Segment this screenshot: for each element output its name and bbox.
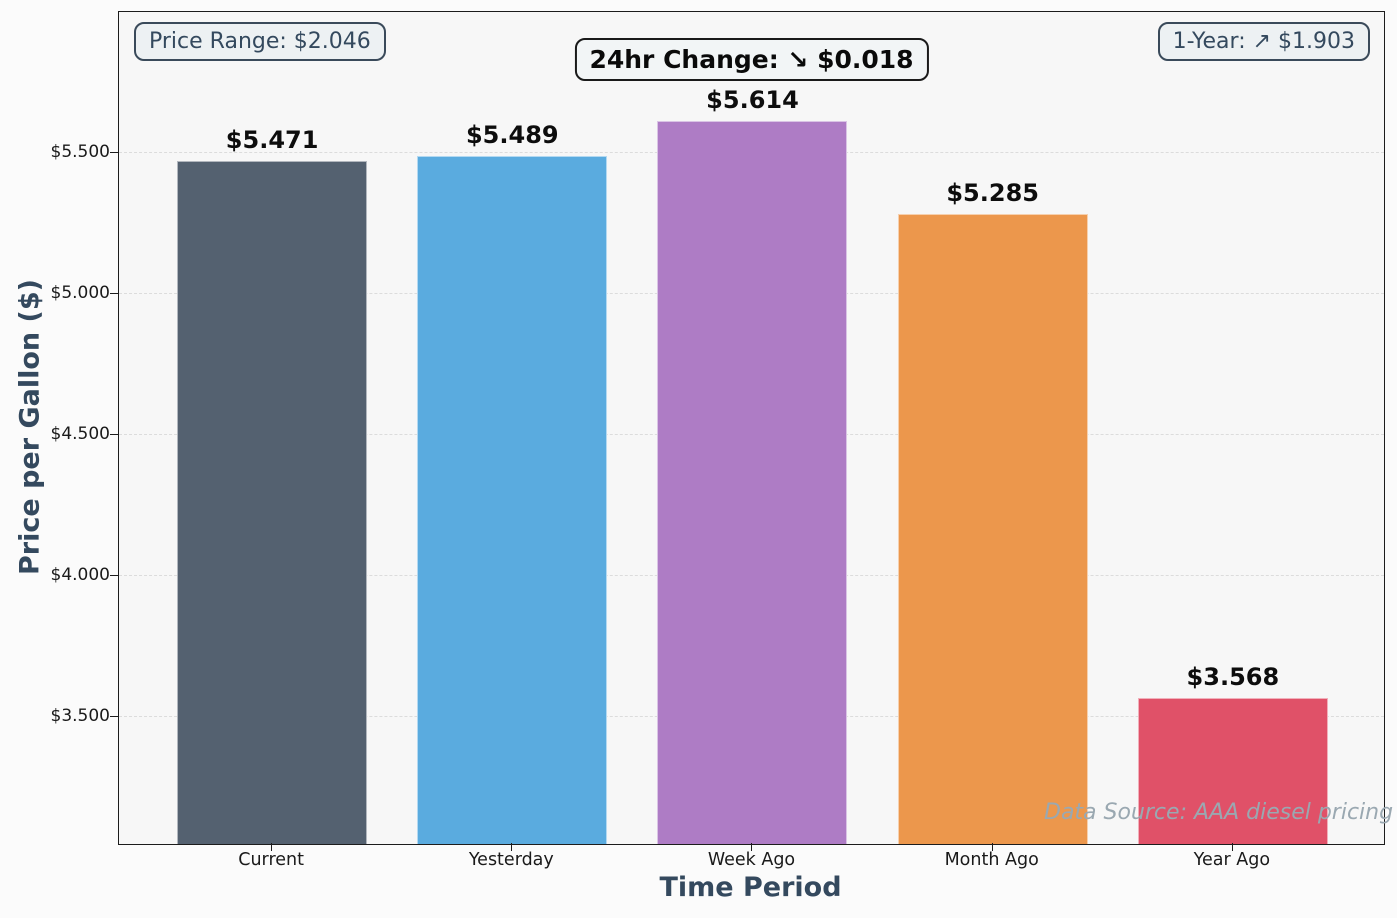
y-tick-mark — [110, 152, 118, 154]
bar-value-label-current: $5.471 — [225, 126, 319, 155]
y-tick-label: $4.000 — [50, 565, 110, 586]
bar-week-ago — [657, 120, 848, 844]
bar-value-label-week-ago: $5.614 — [706, 85, 799, 114]
one-year-badge: 1-Year: ↗ $1.903 — [1157, 22, 1370, 61]
y-tick-mark — [110, 716, 118, 718]
y-tick-mark — [110, 293, 118, 295]
y-tick-mark — [110, 434, 118, 436]
bar-yesterday — [417, 156, 608, 844]
plot-area: $5.471 $5.489 $5.614 $5.285 $3.568 Price Ran… — [118, 11, 1393, 845]
bar-year-ago — [1137, 697, 1328, 844]
y-axis-label: Price per Gallon ($) — [14, 279, 46, 575]
x-tick-mark — [991, 843, 993, 851]
bar-value-label-year-ago: $3.568 — [1186, 662, 1280, 691]
x-tick-mark — [1231, 843, 1233, 851]
x-axis-label: Time Period — [659, 872, 842, 903]
y-tick-label: $5.000 — [50, 283, 110, 304]
price-range-badge: Price Range: $2.046 — [134, 22, 386, 61]
x-tick-label-month-ago: Month Ago — [944, 850, 1039, 870]
bar-current — [177, 161, 368, 844]
x-tick-label-week-ago: Week Ago — [707, 850, 796, 870]
y-tick-label: $3.500 — [50, 706, 110, 727]
bar-value-label-month-ago: $5.285 — [946, 178, 1039, 207]
x-tick-mark — [271, 843, 273, 851]
x-tick-label-year-ago: Year Ago — [1193, 850, 1271, 870]
bar-value-label-yesterday: $5.489 — [465, 121, 559, 150]
x-tick-mark — [751, 843, 753, 851]
change-24hr-badge: 24hr Change: ↘ $0.018 — [574, 38, 929, 81]
y-tick-label: $5.500 — [50, 142, 110, 163]
y-tick-label: $4.500 — [50, 424, 110, 445]
x-tick-label-current: Current — [238, 850, 304, 870]
bar-month-ago — [897, 213, 1088, 844]
x-tick-mark — [511, 843, 513, 851]
y-tick-mark — [110, 575, 118, 577]
x-tick-label-yesterday: Yesterday — [468, 850, 554, 870]
data-source-watermark: Data Source: AAA diesel pricing — [1044, 800, 1394, 825]
